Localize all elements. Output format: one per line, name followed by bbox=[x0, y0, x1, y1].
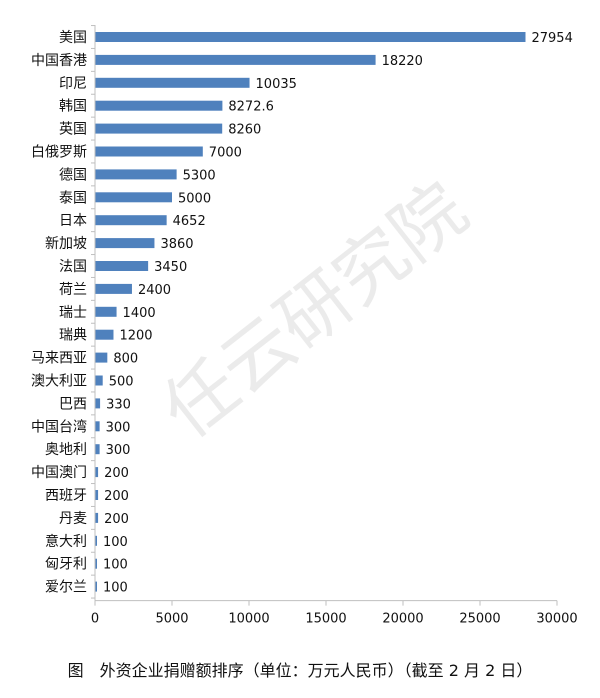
data-label: 100 bbox=[103, 535, 128, 550]
bar bbox=[95, 329, 114, 340]
x-tick-label: 30000 bbox=[536, 612, 577, 627]
data-label: 3450 bbox=[154, 260, 187, 275]
category-label: 西班牙 bbox=[45, 488, 87, 504]
data-label: 1400 bbox=[123, 306, 156, 321]
data-label: 10035 bbox=[256, 77, 297, 92]
bar bbox=[95, 512, 99, 523]
x-tick-label: 0 bbox=[91, 612, 99, 627]
axes-group: 0 5000 10000 15000 20000 25000 30000 bbox=[91, 25, 578, 627]
category-label: 丹麦 bbox=[59, 511, 87, 527]
category-label: 韩国 bbox=[59, 99, 87, 115]
bar bbox=[95, 306, 117, 317]
data-label: 300 bbox=[106, 420, 131, 435]
bar bbox=[95, 421, 100, 432]
bar-chart: 任云研究院 美国中国香港印尼韩国英国白俄罗斯德国泰国日本新加坡法国荷兰瑞士瑞典马… bbox=[31, 25, 578, 627]
data-labels-group: 27954 18220 10035 8272.6 8260 7000 5300 5000 465… bbox=[103, 31, 573, 596]
category-label: 英国 bbox=[59, 121, 87, 138]
watermark: 任云研究院 bbox=[147, 166, 482, 454]
x-tick-label: 25000 bbox=[459, 612, 500, 627]
bar bbox=[95, 398, 101, 409]
category-label: 爱尔兰 bbox=[45, 580, 87, 596]
data-label: 330 bbox=[106, 397, 131, 412]
category-label: 泰国 bbox=[59, 190, 87, 206]
category-label: 印尼 bbox=[59, 76, 87, 92]
data-label: 1200 bbox=[119, 329, 152, 344]
bars-group bbox=[95, 32, 526, 592]
category-label: 法国 bbox=[59, 259, 87, 275]
bar bbox=[95, 375, 103, 386]
data-label: 200 bbox=[104, 466, 129, 481]
bar bbox=[95, 581, 97, 592]
data-label: 100 bbox=[103, 581, 128, 596]
data-label: 2400 bbox=[138, 283, 171, 298]
bar bbox=[95, 352, 108, 363]
category-label: 巴西 bbox=[59, 396, 87, 412]
category-label: 奥地利 bbox=[45, 441, 87, 458]
bar bbox=[95, 100, 223, 111]
bar bbox=[95, 283, 132, 294]
bar bbox=[95, 261, 149, 271]
bar bbox=[95, 192, 172, 203]
bar bbox=[95, 444, 100, 455]
data-label: 5000 bbox=[178, 191, 211, 206]
data-label: 500 bbox=[109, 375, 134, 390]
category-label: 中国香港 bbox=[31, 53, 87, 69]
chart-area: 任云研究院 美国中国香港印尼韩国英国白俄罗斯德国泰国日本新加坡法国荷兰瑞士瑞典马… bbox=[31, 25, 578, 627]
x-tick-label: 10000 bbox=[228, 612, 269, 627]
category-label: 白俄罗斯 bbox=[31, 145, 87, 161]
category-label: 瑞士 bbox=[59, 305, 87, 321]
category-label: 瑞典 bbox=[59, 328, 87, 344]
bar bbox=[95, 238, 155, 249]
bar bbox=[95, 490, 99, 500]
category-label: 新加坡 bbox=[45, 236, 87, 252]
category-label: 匈牙利 bbox=[45, 557, 87, 573]
data-label: 18220 bbox=[382, 54, 423, 69]
category-label: 马来西亚 bbox=[31, 351, 87, 367]
bar bbox=[95, 146, 203, 157]
category-labels-group: 美国中国香港印尼韩国英国白俄罗斯德国泰国日本新加坡法国荷兰瑞士瑞典马来西亚澳大利… bbox=[31, 30, 87, 596]
bar bbox=[95, 123, 223, 134]
category-label: 意大利 bbox=[45, 533, 87, 550]
data-label: 100 bbox=[103, 558, 128, 573]
x-tick-label: 15000 bbox=[305, 612, 346, 627]
category-label: 荷兰 bbox=[59, 282, 87, 298]
data-label: 4652 bbox=[173, 214, 206, 229]
bar bbox=[95, 77, 250, 88]
bar bbox=[95, 169, 177, 180]
watermark-text: 任云研究院 bbox=[147, 166, 482, 454]
category-label: 德国 bbox=[59, 167, 87, 183]
bar bbox=[95, 54, 376, 65]
figure-caption: 图 外资企业捐赠额排序（单位：万元人民币）（截至 2 月 2 日） bbox=[67, 661, 533, 680]
bar bbox=[95, 32, 526, 42]
bar bbox=[95, 535, 97, 546]
data-label: 800 bbox=[113, 352, 138, 367]
data-label: 8260 bbox=[228, 123, 261, 138]
bar bbox=[95, 467, 99, 478]
category-label: 美国 bbox=[59, 30, 87, 46]
data-label: 200 bbox=[104, 489, 129, 504]
bar bbox=[95, 558, 97, 569]
bar bbox=[95, 215, 167, 226]
data-label: 7000 bbox=[209, 146, 242, 161]
data-label: 27954 bbox=[531, 31, 572, 46]
data-label: 200 bbox=[104, 512, 129, 527]
x-tick-label: 20000 bbox=[382, 612, 423, 627]
data-label: 8272.6 bbox=[228, 100, 274, 115]
data-label: 3860 bbox=[160, 237, 193, 252]
category-label: 中国澳门 bbox=[31, 465, 87, 481]
category-label: 中国台湾 bbox=[31, 418, 87, 435]
data-label: 300 bbox=[106, 443, 131, 458]
category-label: 日本 bbox=[59, 213, 87, 229]
category-label: 澳大利亚 bbox=[31, 374, 87, 390]
data-label: 5300 bbox=[183, 168, 216, 183]
x-tick-label: 5000 bbox=[155, 612, 188, 627]
